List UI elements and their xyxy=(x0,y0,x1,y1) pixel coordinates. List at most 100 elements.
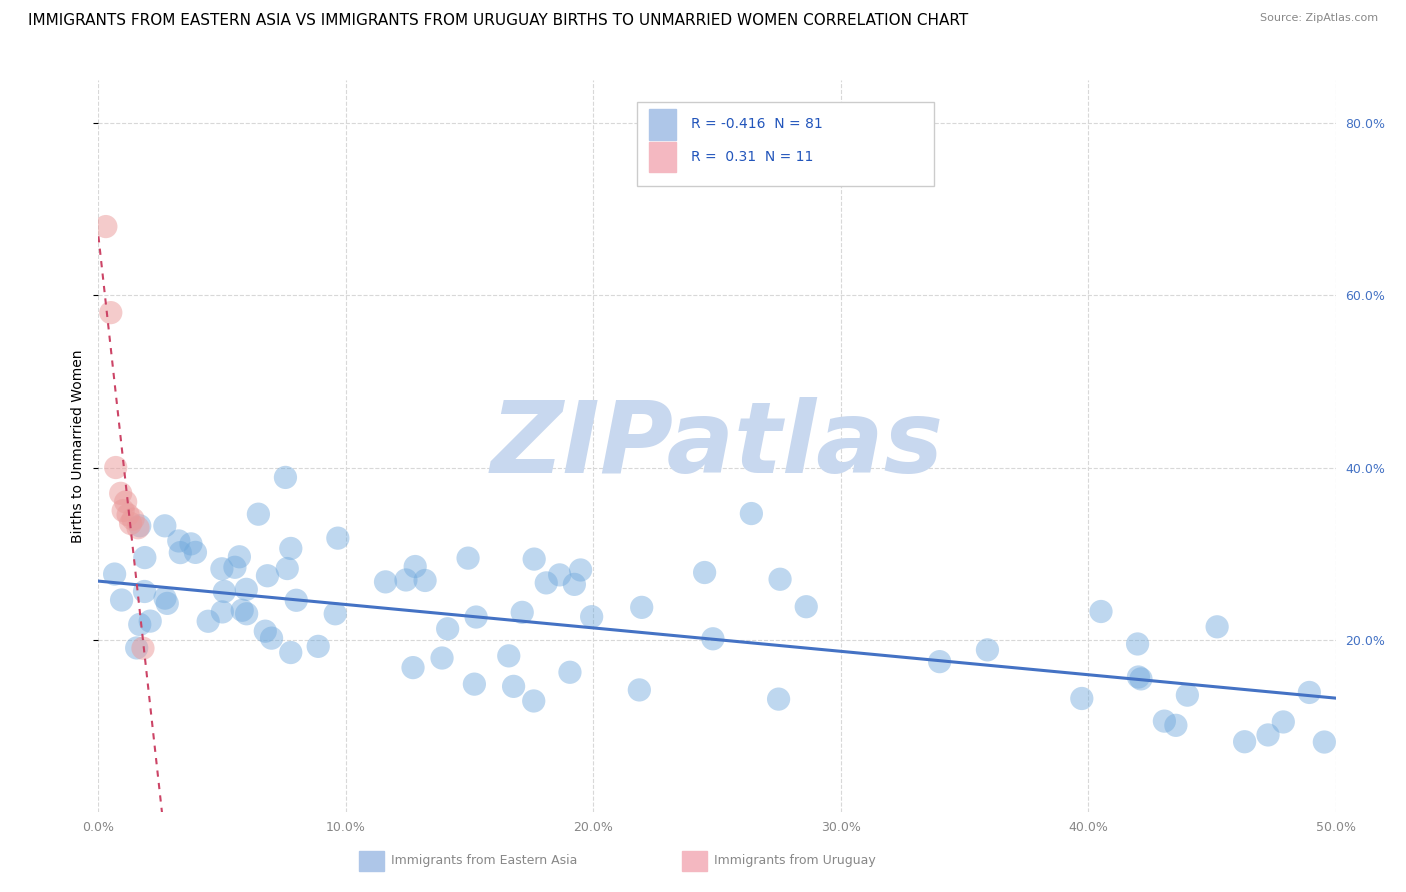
Point xyxy=(523,552,546,566)
Text: Source: ZipAtlas.com: Source: ZipAtlas.com xyxy=(1260,13,1378,23)
Point xyxy=(184,545,207,559)
Point xyxy=(125,640,148,655)
Point xyxy=(498,648,520,663)
Point xyxy=(769,572,792,586)
Text: R =  0.31  N = 11: R = 0.31 N = 11 xyxy=(692,150,814,164)
Point xyxy=(768,692,790,706)
Point xyxy=(457,551,479,566)
Point xyxy=(1313,735,1336,749)
Point xyxy=(153,518,176,533)
Point xyxy=(274,470,297,484)
Text: R = -0.416  N = 81: R = -0.416 N = 81 xyxy=(692,117,823,131)
Point xyxy=(1233,735,1256,749)
Point xyxy=(180,537,202,551)
Point xyxy=(1153,714,1175,728)
Point xyxy=(228,549,250,564)
Point xyxy=(928,655,950,669)
Point xyxy=(117,508,139,522)
Point xyxy=(628,682,651,697)
Point xyxy=(211,605,233,619)
Point xyxy=(104,567,127,582)
Point xyxy=(112,503,135,517)
Point xyxy=(285,593,308,607)
Point xyxy=(104,460,127,475)
Point xyxy=(127,521,149,535)
Point xyxy=(536,575,558,590)
Point xyxy=(502,679,524,693)
Point xyxy=(139,614,162,628)
Point xyxy=(1129,672,1152,686)
Point xyxy=(404,559,426,574)
Point xyxy=(280,541,302,556)
Point xyxy=(224,560,246,574)
Point xyxy=(693,566,716,580)
Y-axis label: Births to Unmarried Women: Births to Unmarried Women xyxy=(72,350,86,542)
Point xyxy=(465,610,488,624)
Point xyxy=(132,641,155,656)
Point xyxy=(276,561,298,575)
Point xyxy=(740,507,762,521)
Text: ZIPatlas: ZIPatlas xyxy=(491,398,943,494)
Point xyxy=(231,603,253,617)
Point xyxy=(197,614,219,628)
Point xyxy=(1128,670,1150,684)
Point xyxy=(1126,637,1149,651)
Point xyxy=(247,507,270,521)
Point xyxy=(1257,728,1279,742)
Point xyxy=(256,568,278,582)
Point xyxy=(134,584,156,599)
Point xyxy=(323,607,346,621)
Point xyxy=(128,518,150,533)
Point xyxy=(94,219,117,234)
Point xyxy=(214,584,236,599)
Point xyxy=(122,512,145,526)
Point xyxy=(523,694,546,708)
Point xyxy=(702,632,724,646)
Point xyxy=(430,651,453,665)
Point xyxy=(254,624,277,639)
Point xyxy=(1177,688,1199,702)
Point xyxy=(413,574,436,588)
Point xyxy=(548,567,571,582)
Point xyxy=(558,665,581,680)
FancyBboxPatch shape xyxy=(637,103,934,186)
Point xyxy=(1272,714,1295,729)
Point xyxy=(169,545,191,559)
Point xyxy=(128,617,150,632)
Point xyxy=(463,677,485,691)
Text: IMMIGRANTS FROM EASTERN ASIA VS IMMIGRANTS FROM URUGUAY BIRTHS TO UNMARRIED WOME: IMMIGRANTS FROM EASTERN ASIA VS IMMIGRAN… xyxy=(28,13,969,29)
Point xyxy=(134,550,156,565)
Point xyxy=(564,577,586,591)
Point xyxy=(395,573,418,587)
Point xyxy=(794,599,817,614)
Text: Immigrants from Eastern Asia: Immigrants from Eastern Asia xyxy=(391,855,578,867)
FancyBboxPatch shape xyxy=(650,109,676,139)
Point xyxy=(156,596,179,610)
Point xyxy=(120,516,142,531)
Point xyxy=(630,600,652,615)
Point xyxy=(307,640,329,654)
Point xyxy=(976,643,998,657)
Point xyxy=(569,563,592,577)
Point xyxy=(436,622,458,636)
Point xyxy=(211,562,233,576)
Point xyxy=(235,607,257,621)
Point xyxy=(581,609,603,624)
Point xyxy=(510,606,533,620)
Point xyxy=(374,574,396,589)
Point xyxy=(260,631,283,645)
Point xyxy=(114,495,136,509)
Point xyxy=(1206,620,1229,634)
Point xyxy=(167,533,190,548)
Point xyxy=(1164,718,1187,732)
Point xyxy=(1298,685,1320,699)
Point xyxy=(402,660,425,674)
Point xyxy=(280,646,302,660)
Point xyxy=(110,593,132,607)
Point xyxy=(110,486,132,500)
Point xyxy=(326,531,349,545)
Text: Immigrants from Uruguay: Immigrants from Uruguay xyxy=(714,855,876,867)
Point xyxy=(235,582,257,597)
FancyBboxPatch shape xyxy=(650,142,676,172)
Point xyxy=(1090,605,1112,619)
